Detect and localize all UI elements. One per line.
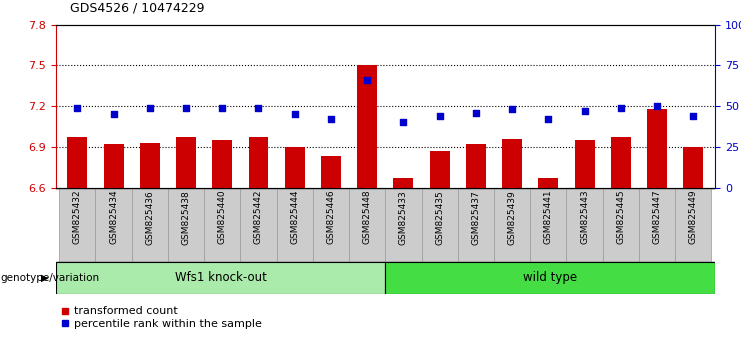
Text: Wfs1 knock-out: Wfs1 knock-out <box>175 272 266 284</box>
Bar <box>96 188 132 262</box>
Bar <box>494 188 531 262</box>
Bar <box>104 144 124 188</box>
Bar <box>647 109 667 188</box>
Point <box>180 105 192 111</box>
Text: GSM825444: GSM825444 <box>290 190 299 244</box>
Point <box>144 105 156 111</box>
Text: GSM825443: GSM825443 <box>580 190 589 245</box>
Bar <box>59 188 96 262</box>
Bar <box>675 188 711 262</box>
Bar <box>276 188 313 262</box>
Bar <box>212 140 232 188</box>
Bar <box>611 137 631 188</box>
Text: GSM825432: GSM825432 <box>73 190 82 245</box>
Bar <box>683 147 703 188</box>
Bar <box>430 151 450 188</box>
Point <box>615 105 627 111</box>
Bar <box>313 188 349 262</box>
Point <box>651 103 663 109</box>
Bar <box>56 262 385 294</box>
Bar <box>321 156 341 188</box>
Point <box>253 105 265 111</box>
Text: wild type: wild type <box>523 272 577 284</box>
Text: GSM825438: GSM825438 <box>182 190 190 245</box>
Bar <box>248 137 268 188</box>
Text: GSM825448: GSM825448 <box>362 190 372 245</box>
Bar <box>204 188 240 262</box>
Point <box>325 116 337 122</box>
Bar <box>385 262 715 294</box>
Point <box>433 113 445 119</box>
Bar <box>176 137 196 188</box>
Bar <box>458 188 494 262</box>
Point <box>579 108 591 114</box>
Text: GSM825442: GSM825442 <box>254 190 263 244</box>
Text: GSM825445: GSM825445 <box>617 190 625 245</box>
Point <box>688 113 700 119</box>
Bar <box>466 144 486 188</box>
Bar <box>602 188 639 262</box>
Bar <box>639 188 675 262</box>
Text: GSM825439: GSM825439 <box>508 190 516 245</box>
Point <box>470 110 482 115</box>
Bar <box>240 188 276 262</box>
Text: GSM825437: GSM825437 <box>471 190 480 245</box>
Point <box>397 120 409 125</box>
Bar <box>140 143 160 188</box>
Bar <box>502 139 522 188</box>
Text: GSM825436: GSM825436 <box>145 190 154 245</box>
Text: GSM825447: GSM825447 <box>653 190 662 245</box>
Text: GSM825433: GSM825433 <box>399 190 408 245</box>
Point <box>216 105 228 111</box>
Point <box>362 77 373 83</box>
Bar <box>67 137 87 188</box>
Text: GSM825440: GSM825440 <box>218 190 227 245</box>
Text: GSM825441: GSM825441 <box>544 190 553 245</box>
Text: GSM825449: GSM825449 <box>689 190 698 245</box>
Bar <box>575 140 594 188</box>
Bar <box>422 188 458 262</box>
Point <box>542 116 554 122</box>
Legend: transformed count, percentile rank within the sample: transformed count, percentile rank withi… <box>61 307 262 329</box>
Text: GDS4526 / 10474229: GDS4526 / 10474229 <box>70 1 205 14</box>
Text: ▶: ▶ <box>41 273 48 283</box>
Point <box>107 112 119 117</box>
Bar <box>285 147 305 188</box>
Bar <box>132 188 168 262</box>
Point <box>506 107 518 112</box>
Text: GSM825446: GSM825446 <box>327 190 336 245</box>
Text: genotype/variation: genotype/variation <box>0 273 99 283</box>
Bar <box>539 178 559 188</box>
Text: GSM825435: GSM825435 <box>435 190 444 245</box>
Bar <box>393 178 413 188</box>
Bar <box>531 188 567 262</box>
Bar <box>567 188 602 262</box>
Text: GSM825434: GSM825434 <box>109 190 118 245</box>
Bar <box>385 188 422 262</box>
Bar <box>357 65 377 188</box>
Bar <box>349 188 385 262</box>
Point <box>71 105 83 111</box>
Bar <box>168 188 204 262</box>
Point <box>289 112 301 117</box>
